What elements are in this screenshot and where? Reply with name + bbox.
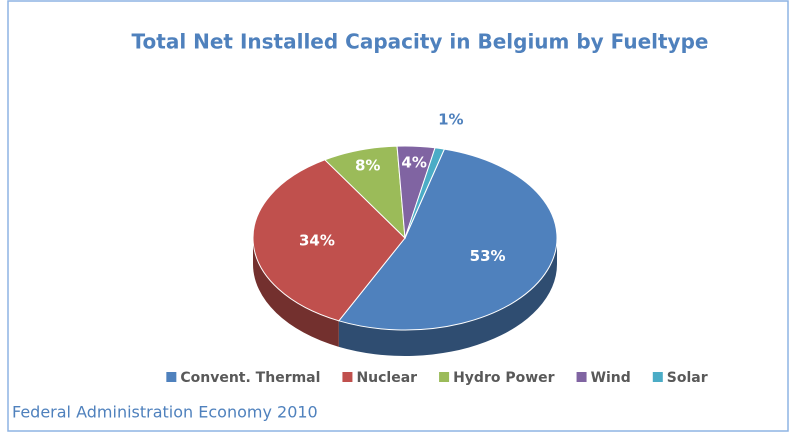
legend-swatch	[342, 372, 353, 382]
data-label: 34%	[299, 231, 335, 249]
legend: Convent. Thermal Nuclear Hydro Power Wind So…	[166, 370, 708, 386]
data-label: 1%	[438, 110, 463, 128]
legend-swatch	[166, 372, 177, 382]
legend-label: Hydro Power	[453, 370, 555, 386]
legend-swatch	[652, 372, 663, 382]
slice-side	[253, 238, 339, 347]
legend-label: Nuclear	[356, 370, 417, 386]
slice	[252, 159, 406, 322]
chart-title: Total Net Installed Capacity in Belgium …	[132, 30, 709, 54]
legend-label: Convent. Thermal	[180, 370, 320, 386]
slice	[404, 147, 446, 239]
data-label: 4%	[401, 153, 426, 171]
legend-swatch	[576, 372, 587, 382]
slice	[337, 148, 558, 331]
slice-side	[338, 238, 557, 357]
legend-label: Solar	[667, 370, 708, 386]
caption: Federal Administration Economy 2010	[12, 403, 318, 422]
legend-label: Wind	[591, 370, 631, 386]
data-label: 8%	[355, 157, 380, 175]
legend-swatch	[439, 372, 450, 382]
data-label: 53%	[470, 247, 506, 265]
pie: 53% 34% 8% 4% 1%	[252, 110, 558, 357]
